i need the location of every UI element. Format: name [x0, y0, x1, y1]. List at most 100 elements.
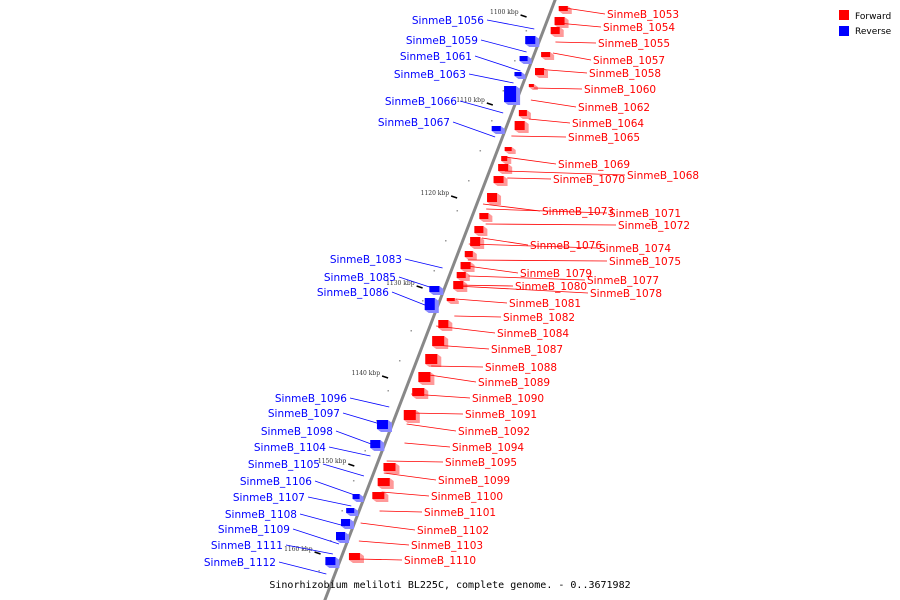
gene-label-forward[interactable]: SinmeB_1087 — [491, 344, 563, 356]
gene-label-forward[interactable]: SinmeB_1100 — [431, 491, 503, 503]
gene-label-reverse[interactable]: SinmeB_1067 — [378, 117, 450, 129]
gene-label-forward[interactable]: SinmeB_1072 — [618, 220, 690, 232]
gene-reverse — [325, 557, 340, 568]
gene-reverse — [340, 519, 354, 529]
gene-forward — [372, 492, 389, 502]
gene-label-reverse[interactable]: SinmeB_1066 — [385, 96, 457, 108]
gene-label-reverse[interactable]: SinmeB_1061 — [400, 51, 472, 63]
leader-line-forward — [406, 423, 457, 432]
gene-forward — [474, 226, 488, 236]
gene-forward — [501, 156, 512, 164]
gene-label-forward[interactable]: SinmeB_1074 — [599, 243, 671, 255]
minor-dot — [352, 480, 355, 482]
gene-label-forward[interactable]: SinmeB_1075 — [609, 256, 681, 268]
gene-label-reverse[interactable]: SinmeB_1111 — [211, 540, 283, 552]
minor-dot — [341, 510, 343, 512]
gene-label-forward[interactable]: SinmeB_1058 — [589, 68, 661, 80]
gene-label-forward[interactable]: SinmeB_1064 — [572, 118, 644, 130]
gene-reverse — [525, 36, 540, 47]
leader-line-forward — [486, 208, 608, 214]
leader-line-forward — [383, 472, 437, 481]
leader-line-reverse — [452, 121, 496, 138]
gene-label-forward[interactable]: SinmeB_1057 — [593, 55, 665, 67]
tick-label: 1120 kbp — [421, 190, 450, 197]
leader-line-forward — [436, 325, 496, 334]
gene-label-reverse[interactable]: SinmeB_1112 — [204, 557, 276, 569]
gene-label-forward[interactable]: SinmeB_1071 — [609, 208, 681, 220]
leader-line-forward — [357, 558, 403, 561]
gene-label-forward[interactable]: SinmeB_1077 — [587, 275, 659, 287]
leader-line-forward — [467, 259, 608, 262]
gene-label-reverse[interactable]: SinmeB_1083 — [330, 254, 402, 266]
gene-label-forward[interactable]: SinmeB_1079 — [520, 268, 592, 280]
gene-label-forward[interactable]: SinmeB_1076 — [530, 240, 602, 252]
minor-dot — [410, 330, 412, 332]
gene-label-forward[interactable]: SinmeB_1095 — [445, 457, 517, 469]
gene-label-forward[interactable]: SinmeB_1089 — [478, 377, 550, 389]
gene-label-forward[interactable]: SinmeB_1099 — [438, 475, 510, 487]
minor-dot — [398, 360, 401, 362]
gene-label-forward[interactable]: SinmeB_1092 — [458, 426, 530, 438]
gene-label-forward[interactable]: SinmeB_1090 — [472, 393, 544, 405]
gene-label-reverse[interactable]: SinmeB_1097 — [268, 408, 340, 420]
gene-label-reverse[interactable]: SinmeB_1105 — [248, 459, 320, 471]
leader-line-forward — [434, 344, 490, 350]
gene-label-reverse[interactable]: SinmeB_1096 — [275, 393, 347, 405]
legend-label-reverse: Reverse — [855, 27, 892, 37]
gene-label-forward[interactable]: SinmeB_1110 — [404, 555, 476, 567]
dot-layer — [318, 30, 528, 572]
leader-line-forward — [455, 285, 589, 294]
gene-forward — [383, 463, 400, 474]
gene-label-reverse[interactable]: SinmeB_1086 — [317, 287, 389, 299]
gene-label-reverse[interactable]: SinmeB_1056 — [412, 15, 484, 27]
tick-label: 1140 kbp — [352, 370, 381, 377]
gene-label-forward[interactable]: SinmeB_1065 — [568, 132, 640, 144]
minor-dot — [433, 270, 436, 272]
gene-label-forward[interactable]: SinmeB_1069 — [558, 159, 630, 171]
leader-line-forward — [558, 6, 606, 15]
gene-label-forward[interactable]: SinmeB_1103 — [411, 540, 483, 552]
leader-line-reverse — [468, 73, 514, 84]
gene-label-forward[interactable]: SinmeB_1082 — [503, 312, 575, 324]
gene-forward — [534, 68, 548, 78]
gene-label-reverse[interactable]: SinmeB_1106 — [240, 476, 312, 488]
gene-reverse — [346, 508, 359, 516]
gene-label-forward[interactable]: SinmeB_1081 — [509, 298, 581, 310]
gene-label-reverse[interactable]: SinmeB_1098 — [261, 426, 333, 438]
gene-label-forward[interactable]: SinmeB_1078 — [590, 288, 662, 300]
gene-label-forward[interactable]: SinmeB_1094 — [452, 442, 524, 454]
gene-label-reverse[interactable]: SinmeB_1107 — [233, 492, 305, 504]
gene-label-reverse[interactable]: SinmeB_1063 — [394, 69, 466, 81]
gene-reverse — [370, 440, 385, 451]
leader-line-forward — [404, 442, 451, 448]
gene-forward — [541, 52, 555, 60]
gene-label-forward[interactable]: SinmeB_1062 — [578, 102, 650, 114]
gene-label-reverse[interactable]: SinmeB_1109 — [218, 524, 290, 536]
gene-label-forward[interactable]: SinmeB_1070 — [553, 174, 625, 186]
gene-label-reverse[interactable]: SinmeB_1085 — [324, 272, 396, 284]
gene-label-reverse[interactable]: SinmeB_1104 — [254, 442, 326, 454]
gene-label-forward[interactable]: SinmeB_1102 — [417, 525, 489, 537]
gene-label-reverse[interactable]: SinmeB_1108 — [225, 509, 297, 521]
minor-dot — [456, 210, 459, 212]
leader-line-forward — [481, 237, 529, 246]
minor-dot — [375, 420, 378, 422]
minor-dot — [479, 150, 482, 152]
gene-label-forward[interactable]: SinmeB_1101 — [424, 507, 496, 519]
leader-line-reverse — [342, 412, 384, 426]
tick-mark — [450, 195, 458, 199]
gene-label-forward[interactable]: SinmeB_1088 — [485, 362, 557, 374]
gene-label-reverse[interactable]: SinmeB_1059 — [406, 35, 478, 47]
gene-label-forward[interactable]: SinmeB_1084 — [497, 328, 569, 340]
leader-line-forward — [557, 22, 602, 28]
gene-label-forward[interactable]: SinmeB_1091 — [465, 409, 537, 421]
minor-dot — [422, 300, 424, 302]
gene-label-forward[interactable]: SinmeB_1054 — [603, 22, 675, 34]
gene-label-forward[interactable]: SinmeB_1055 — [598, 38, 670, 50]
gene-reverse — [336, 532, 350, 543]
gene-forward — [460, 262, 475, 272]
gene-label-forward[interactable]: SinmeB_1053 — [607, 9, 679, 21]
leader-line-reverse — [398, 276, 436, 290]
gene-label-forward[interactable]: SinmeB_1060 — [584, 84, 656, 96]
gene-label-forward[interactable]: SinmeB_1068 — [627, 170, 699, 182]
